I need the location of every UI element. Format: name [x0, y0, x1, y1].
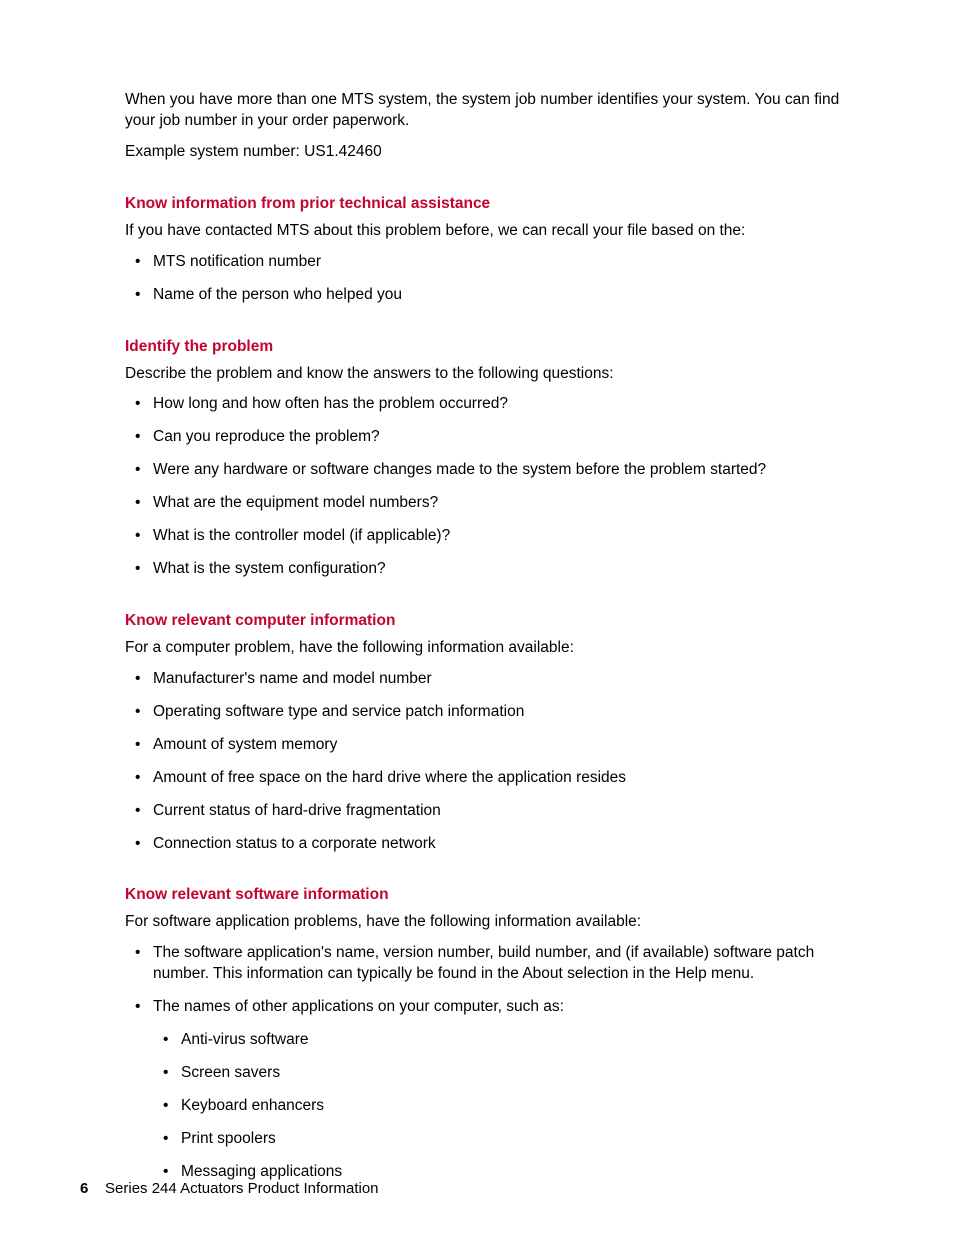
section-heading-identify-problem: Identify the problem	[125, 338, 869, 356]
page-number: 6	[80, 1180, 88, 1197]
list-item: Connection status to a corporate network	[125, 834, 869, 855]
example-system-number: Example system number: US1.42460	[125, 142, 869, 163]
page-footer: 6 Series 244 Actuators Product Informati…	[80, 1180, 379, 1197]
list-item: Current status of hard-drive fragmentati…	[125, 801, 869, 822]
list-item: The names of other applications on your …	[125, 997, 869, 1183]
list-item: Can you reproduce the problem?	[125, 427, 869, 448]
list-item: What is the controller model (if applica…	[125, 526, 869, 547]
document-page: When you have more than one MTS system, …	[0, 0, 954, 1235]
list-item: Amount of system memory	[125, 735, 869, 756]
section-heading-computer-info: Know relevant computer information	[125, 612, 869, 630]
list-item: Manufacturer's name and model number	[125, 669, 869, 690]
list-item-text: The names of other applications on your …	[153, 998, 564, 1015]
footer-sep	[93, 1180, 101, 1197]
list-item: Operating software type and service patc…	[125, 702, 869, 723]
list-item: Keyboard enhancers	[153, 1096, 869, 1117]
list-item: Name of the person who helped you	[125, 285, 869, 306]
section-lead: If you have contacted MTS about this pro…	[125, 221, 869, 242]
intro-paragraph: When you have more than one MTS system, …	[125, 90, 869, 132]
list-item: What are the equipment model numbers?	[125, 493, 869, 514]
section-heading-software-info: Know relevant software information	[125, 886, 869, 904]
list-item: Were any hardware or software changes ma…	[125, 460, 869, 481]
list-item: Amount of free space on the hard drive w…	[125, 768, 869, 789]
list-item: What is the system configuration?	[125, 559, 869, 580]
list-item: The software application's name, version…	[125, 943, 869, 985]
bullet-list: Manufacturer's name and model number Ope…	[125, 669, 869, 855]
bullet-list: MTS notification number Name of the pers…	[125, 252, 869, 306]
nested-bullet-list: Anti-virus software Screen savers Keyboa…	[153, 1030, 869, 1183]
list-item: Print spoolers	[153, 1129, 869, 1150]
section-heading-prior-assistance: Know information from prior technical as…	[125, 195, 869, 213]
list-item: MTS notification number	[125, 252, 869, 273]
section-lead: For software application problems, have …	[125, 912, 869, 933]
list-item: How long and how often has the problem o…	[125, 394, 869, 415]
section-lead: For a computer problem, have the followi…	[125, 638, 869, 659]
section-lead: Describe the problem and know the answer…	[125, 364, 869, 385]
list-item: Anti-virus software	[153, 1030, 869, 1051]
footer-title: Series 244 Actuators Product Information	[105, 1180, 378, 1197]
bullet-list: The software application's name, version…	[125, 943, 869, 1182]
list-item: Screen savers	[153, 1063, 869, 1084]
bullet-list: How long and how often has the problem o…	[125, 394, 869, 580]
